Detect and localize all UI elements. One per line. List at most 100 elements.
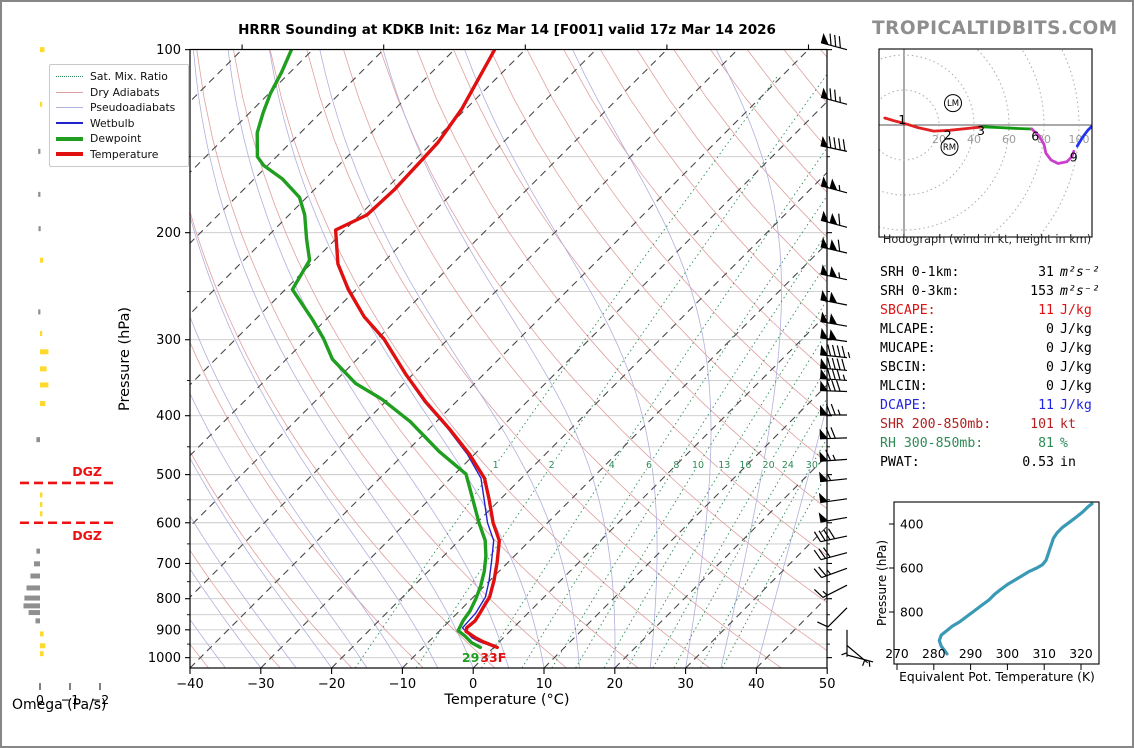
index-value: 0 — [1046, 341, 1054, 356]
barb-pennant — [820, 368, 829, 380]
barb-half — [838, 185, 841, 191]
hodograph-ring — [879, 54, 975, 196]
isotherm-line — [190, 49, 809, 668]
barb-full — [826, 379, 832, 392]
barb-full — [813, 531, 822, 542]
pseudoadiabat-line — [190, 568, 262, 668]
hodograph-frame — [878, 48, 1093, 238]
theta-e-frame — [893, 501, 1100, 665]
legend-item: Sat. Mix. Ratio — [56, 69, 182, 85]
dry-adiabat-line — [600, 49, 827, 328]
wind-barb — [820, 478, 848, 483]
barb-full — [841, 345, 846, 358]
mixing-ratio-label: 30 — [806, 460, 818, 471]
theta-e-x-tick-label: 270 — [885, 647, 908, 661]
barb-half — [842, 374, 846, 381]
barb-full — [825, 403, 832, 416]
barb-pennant — [819, 471, 829, 482]
index-label: PWAT: — [880, 455, 920, 470]
legend-item-label: Wetbulb — [90, 116, 135, 130]
theta-e-x-tick-label: 300 — [996, 647, 1019, 661]
mixing-ratio-label: 13 — [718, 460, 730, 471]
temperature-tick-label: 30 — [677, 677, 694, 692]
pressure-tick-label: 100 — [156, 43, 181, 58]
barb-full — [825, 449, 832, 461]
index-unit: J/kg — [1060, 360, 1092, 375]
barb-pennant — [819, 428, 829, 439]
pressure-tick-label: 700 — [156, 557, 181, 572]
mixing-ratio-line — [551, 231, 827, 668]
temperature-tick-label: −10 — [389, 677, 416, 692]
barb-full — [829, 33, 832, 46]
index-row: MLCIN: 0 J/kg — [880, 377, 1120, 396]
mixing-ratio-line — [481, 147, 827, 668]
mixing-ratio-label: 24 — [782, 460, 794, 471]
omega-bar — [40, 492, 43, 498]
barb-full — [827, 344, 832, 357]
barb-pennant — [829, 213, 838, 225]
mixing-ratio-line — [521, 195, 827, 668]
wind-barb — [819, 389, 848, 393]
omega-bar — [40, 511, 43, 517]
barb-full — [822, 547, 831, 558]
index-label: SHR 200-850mb: — [880, 417, 992, 432]
barb-full — [817, 621, 829, 628]
dewpoint-curve — [255, 49, 488, 650]
barb-full — [818, 530, 826, 541]
pseudoadiabat-line — [193, 49, 474, 668]
pressure-tick-label: 300 — [156, 333, 181, 348]
isotherm-line — [543, 384, 827, 668]
omega-bar — [38, 191, 41, 197]
pseudoadiabat-line — [319, 49, 580, 668]
omega-bar — [40, 631, 44, 637]
mixing-ratio-line — [627, 330, 827, 668]
pseudoadiabat-line — [190, 392, 368, 668]
isotherm-line — [190, 49, 668, 528]
legend-item-label: Sat. Mix. Ratio — [90, 70, 168, 84]
hodograph-ring-label: 60 — [1002, 133, 1016, 146]
barb-half — [832, 454, 836, 461]
pressure-tick-label: 900 — [156, 623, 181, 638]
index-value: 31 — [1038, 265, 1054, 280]
barb-pennant — [820, 344, 829, 356]
dry-adiabat-line — [190, 450, 353, 668]
barb-pennant — [820, 264, 829, 276]
dry-adiabat-line — [190, 210, 496, 668]
omega-bar — [36, 548, 40, 554]
omega-bar — [38, 226, 41, 232]
index-row: PWAT: 0.53 in — [880, 453, 1120, 472]
index-value: 11 — [1038, 303, 1054, 318]
dry-adiabat-line — [190, 549, 281, 668]
omega-bar — [23, 603, 40, 609]
pressure-tick-label: 800 — [156, 592, 181, 607]
temperature-tick-label: −40 — [176, 677, 203, 692]
barb-pennant — [829, 266, 838, 278]
barb-full — [842, 139, 846, 152]
dry-adiabat-line — [453, 49, 827, 510]
theta-e-x-tick-label: 290 — [959, 647, 982, 661]
hodograph-ring — [987, 49, 1045, 237]
skewt-legend: Sat. Mix. Ratio Dry Adiabats Pseudoadiabat… — [49, 64, 189, 167]
barb-pennant — [820, 405, 828, 416]
index-unit: kt — [1060, 417, 1076, 432]
dry-adiabat-line — [233, 49, 639, 668]
index-value: 153 — [1030, 284, 1054, 299]
omega-bar — [40, 257, 43, 263]
barb-full — [829, 88, 832, 101]
barb-full — [838, 138, 841, 151]
index-label: RH 300-850mb: — [880, 436, 984, 451]
wind-barbs — [813, 32, 874, 667]
storm-motion-label: RM — [943, 143, 956, 153]
mixing-ratio-label: 16 — [739, 460, 751, 471]
omega-bar — [40, 330, 43, 336]
index-unit: % — [1060, 436, 1068, 451]
omega-bar — [40, 101, 43, 107]
isotherm-line — [614, 455, 827, 668]
barb-half — [838, 272, 841, 279]
omega-axis-label: Omega (Pa/s) — [12, 697, 107, 713]
index-label: MLCIN: — [880, 379, 928, 394]
isotherm-line — [685, 525, 827, 668]
pressure-tick-label: 200 — [156, 226, 181, 241]
legend-item: Temperature — [56, 147, 182, 163]
